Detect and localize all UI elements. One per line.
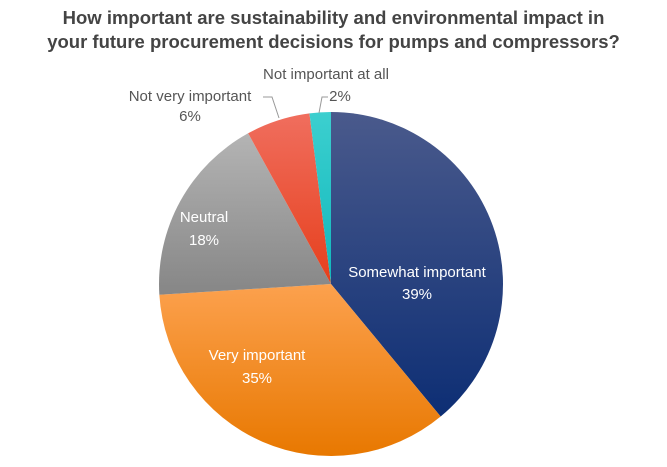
- value-very-important: 35%: [242, 370, 272, 387]
- slice-neutral: [159, 133, 331, 295]
- label-very-important: Very important: [209, 347, 307, 364]
- label-not-very-important: Not very important: [129, 88, 252, 105]
- chart-title-line-2: your future procurement decisions for pu…: [47, 31, 620, 52]
- value-not-important-at-all: 2%: [329, 88, 351, 105]
- label-neutral: Neutral: [180, 209, 228, 226]
- chart-title-line-1: How important are sustainability and env…: [62, 7, 605, 28]
- slice-not-very-important: [248, 113, 331, 285]
- slice-somewhat-important: [331, 112, 504, 417]
- slice-not-important-at-all: [309, 112, 331, 284]
- label-somewhat-important: Somewhat important: [348, 264, 486, 281]
- value-neutral: 18%: [189, 232, 219, 249]
- value-somewhat-important: 39%: [402, 286, 432, 303]
- leader-line-not-very-important: [263, 96, 280, 119]
- slice-very-important: [159, 284, 441, 457]
- value-not-very-important: 6%: [179, 108, 201, 125]
- leader-line-not-important-at-all: [318, 96, 328, 114]
- label-not-important-at-all: Not important at all: [263, 66, 389, 83]
- chart-title: How important are sustainability and env…: [0, 6, 667, 54]
